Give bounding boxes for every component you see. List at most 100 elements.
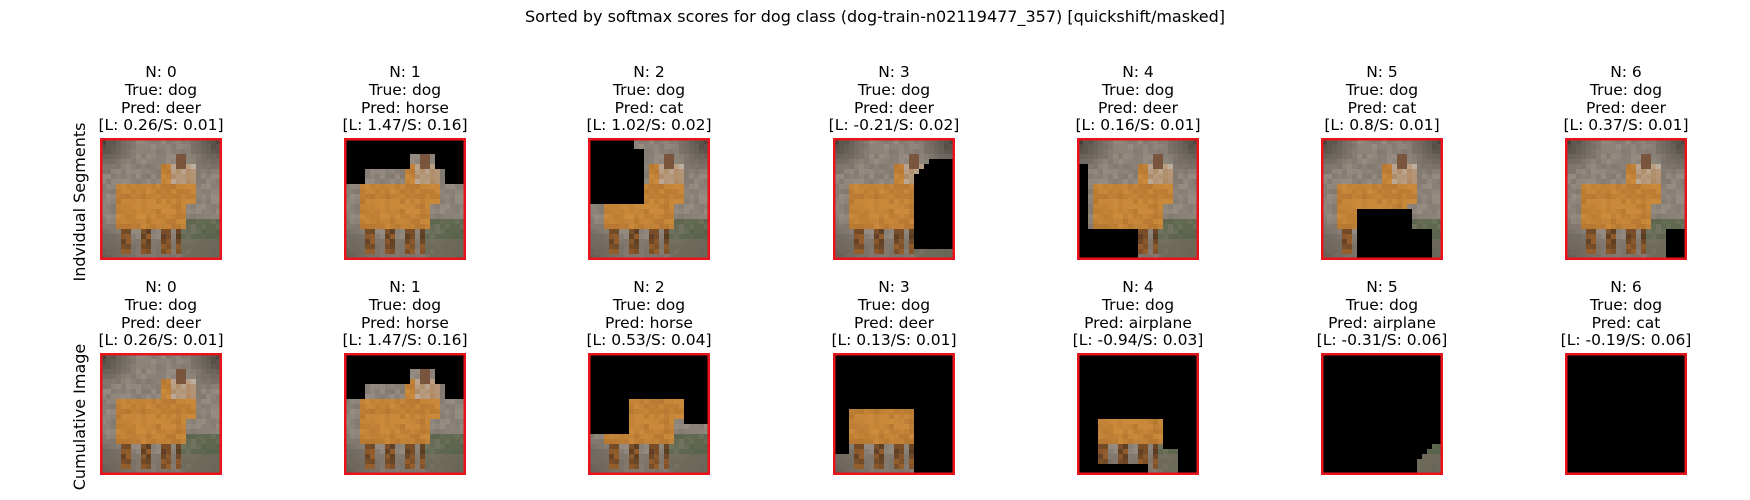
individual-panel-2-thumbnail (588, 138, 710, 260)
individual-panel-2-scores: [L: 1.02/S: 0.02] (586, 116, 712, 135)
row-label-cumulative: Cumulative Image (70, 343, 89, 491)
cumulative-panel-4-index: N: 4 (1122, 278, 1154, 296)
individual-panel-6-prediction: Pred: deer (1586, 98, 1666, 117)
cumulative-panel-4-frame (1077, 353, 1199, 475)
individual-panel-4-thumbnail (1077, 138, 1199, 260)
cumulative-panel-2-scores: [L: 0.53/S: 0.04] (586, 331, 712, 350)
cumulative-panel-1-thumbnail (344, 353, 466, 475)
cumulative-panel-2-true-label: True: dog (612, 295, 686, 314)
cumulative-panel-3-index: N: 3 (878, 278, 910, 296)
individual-panel-5-image (1321, 138, 1443, 260)
cumulative-panel-1-true-label: True: dog (368, 295, 442, 314)
individual-panel-4-prediction: Pred: deer (1098, 98, 1178, 117)
cumulative-panel-5-frame (1321, 353, 1443, 475)
individual-panel-1-title: N: 1 True: dog Pred: horse [L: 1.47/S: 0.16… (304, 63, 506, 135)
cumulative-panel-5-scores: [L: -0.31/S: 0.06] (1316, 331, 1448, 350)
cumulative-panel-3-image (833, 353, 955, 475)
cumulative-panel-1-image (344, 353, 466, 475)
individual-panel-2-image (588, 138, 710, 260)
cumulative-panel-0-true-label: True: dog (124, 295, 198, 314)
cumulative-panel-3-prediction: Pred: deer (854, 313, 934, 332)
individual-panel-4-true-label: True: dog (1101, 80, 1175, 99)
individual-panel-5-frame (1321, 138, 1443, 260)
cumulative-panel-2-image (588, 353, 710, 475)
individual-panel-6-title: N: 6 True: dog Pred: deer [L: 0.37/S: 0.01] (1525, 63, 1727, 135)
cumulative-panel-3-frame (833, 353, 955, 475)
individual-panel-6-thumbnail (1565, 138, 1687, 260)
individual-panel-0-true-label: True: dog (124, 80, 198, 99)
individual-panel-5-title: N: 5 True: dog Pred: cat [L: 0.8/S: 0.01] (1281, 63, 1483, 135)
individual-panel-1-prediction: Pred: horse (361, 98, 449, 117)
individual-panel-2-title: N: 2 True: dog Pred: cat [L: 1.02/S: 0.02] (548, 63, 750, 135)
individual-panel-4-index: N: 4 (1122, 63, 1154, 81)
individual-panel-5-true-label: True: dog (1345, 80, 1419, 99)
individual-panel-1-scores: [L: 1.47/S: 0.16] (342, 116, 468, 135)
cumulative-panel-0-title: N: 0 True: dog Pred: deer [L: 0.26/S: 0.01] (60, 278, 262, 350)
cumulative-panel-6-true-label: True: dog (1589, 295, 1663, 314)
cumulative-panel-3-true-label: True: dog (857, 295, 931, 314)
individual-panel-0-image (100, 138, 222, 260)
individual-panel-3-thumbnail (833, 138, 955, 260)
individual-panel-2-frame (588, 138, 710, 260)
individual-panel-4-frame (1077, 138, 1199, 260)
cumulative-panel-2-frame (588, 353, 710, 475)
cumulative-panel-2-title: N: 2 True: dog Pred: horse [L: 0.53/S: 0.04… (548, 278, 750, 350)
individual-panel-0-thumbnail (100, 138, 222, 260)
individual-panel-1-true-label: True: dog (368, 80, 442, 99)
cumulative-panel-6-thumbnail (1565, 353, 1687, 475)
cumulative-panel-4-true-label: True: dog (1101, 295, 1175, 314)
cumulative-panel-5-prediction: Pred: airplane (1328, 313, 1436, 332)
individual-panel-4-title: N: 4 True: dog Pred: deer [L: 0.16/S: 0.01] (1037, 63, 1239, 135)
cumulative-panel-3-title: N: 3 True: dog Pred: deer [L: 0.13/S: 0.01] (793, 278, 995, 350)
individual-panel-3-true-label: True: dog (857, 80, 931, 99)
individual-panel-3-prediction: Pred: deer (854, 98, 934, 117)
individual-panel-4-scores: [L: 0.16/S: 0.01] (1075, 116, 1201, 135)
cumulative-panel-6-title: N: 6 True: dog Pred: cat [L: -0.19/S: 0.06] (1525, 278, 1727, 350)
individual-panel-0-index: N: 0 (145, 63, 177, 81)
cumulative-panel-4-scores: [L: -0.94/S: 0.03] (1072, 331, 1204, 350)
individual-panel-6-scores: [L: 0.37/S: 0.01] (1563, 116, 1689, 135)
individual-panel-0-scores: [L: 0.26/S: 0.01] (98, 116, 224, 135)
individual-panel-1-index: N: 1 (389, 63, 421, 81)
cumulative-panel-0-thumbnail (100, 353, 222, 475)
individual-panel-0-frame (100, 138, 222, 260)
individual-panel-5-thumbnail (1321, 138, 1443, 260)
cumulative-panel-1-title: N: 1 True: dog Pred: horse [L: 1.47/S: 0.16… (304, 278, 506, 350)
individual-panel-1-frame (344, 138, 466, 260)
cumulative-panel-5-title: N: 5 True: dog Pred: airplane [L: -0.31/S: … (1281, 278, 1483, 350)
cumulative-panel-5-image (1321, 353, 1443, 475)
individual-panel-6-frame (1565, 138, 1687, 260)
individual-panel-3-index: N: 3 (878, 63, 910, 81)
individual-panel-3-scores: [L: -0.21/S: 0.02] (828, 116, 960, 135)
individual-panel-1-image (344, 138, 466, 260)
cumulative-panel-1-scores: [L: 1.47/S: 0.16] (342, 331, 468, 350)
cumulative-panel-5-thumbnail (1321, 353, 1443, 475)
individual-panel-5-scores: [L: 0.8/S: 0.01] (1324, 116, 1440, 135)
cumulative-panel-0-prediction: Pred: deer (121, 313, 201, 332)
cumulative-panel-4-title: N: 4 True: dog Pred: airplane [L: -0.94/S: … (1037, 278, 1239, 350)
cumulative-panel-3-thumbnail (833, 353, 955, 475)
individual-panel-0-prediction: Pred: deer (121, 98, 201, 117)
individual-panel-1-thumbnail (344, 138, 466, 260)
cumulative-panel-6-image (1565, 353, 1687, 475)
cumulative-panel-6-frame (1565, 353, 1687, 475)
cumulative-panel-0-scores: [L: 0.26/S: 0.01] (98, 331, 224, 350)
individual-panel-6-true-label: True: dog (1589, 80, 1663, 99)
cumulative-panel-2-index: N: 2 (633, 278, 665, 296)
row-label-individual: Indvidual Segments (70, 122, 89, 282)
individual-panel-3-frame (833, 138, 955, 260)
individual-panel-5-index: N: 5 (1366, 63, 1398, 81)
individual-panel-0-title: N: 0 True: dog Pred: deer [L: 0.26/S: 0.01] (60, 63, 262, 135)
cumulative-panel-0-index: N: 0 (145, 278, 177, 296)
cumulative-panel-1-prediction: Pred: horse (361, 313, 449, 332)
cumulative-panel-3-scores: [L: 0.13/S: 0.01] (831, 331, 957, 350)
cumulative-panel-0-frame (100, 353, 222, 475)
cumulative-panel-1-frame (344, 353, 466, 475)
individual-panel-2-index: N: 2 (633, 63, 665, 81)
individual-panel-3-title: N: 3 True: dog Pred: deer [L: -0.21/S: 0.02… (793, 63, 995, 135)
cumulative-panel-5-index: N: 5 (1366, 278, 1398, 296)
cumulative-panel-4-prediction: Pred: airplane (1084, 313, 1192, 332)
individual-panel-6-index: N: 6 (1610, 63, 1642, 81)
individual-panel-4-image (1077, 138, 1199, 260)
individual-panel-2-prediction: Pred: cat (614, 98, 684, 117)
